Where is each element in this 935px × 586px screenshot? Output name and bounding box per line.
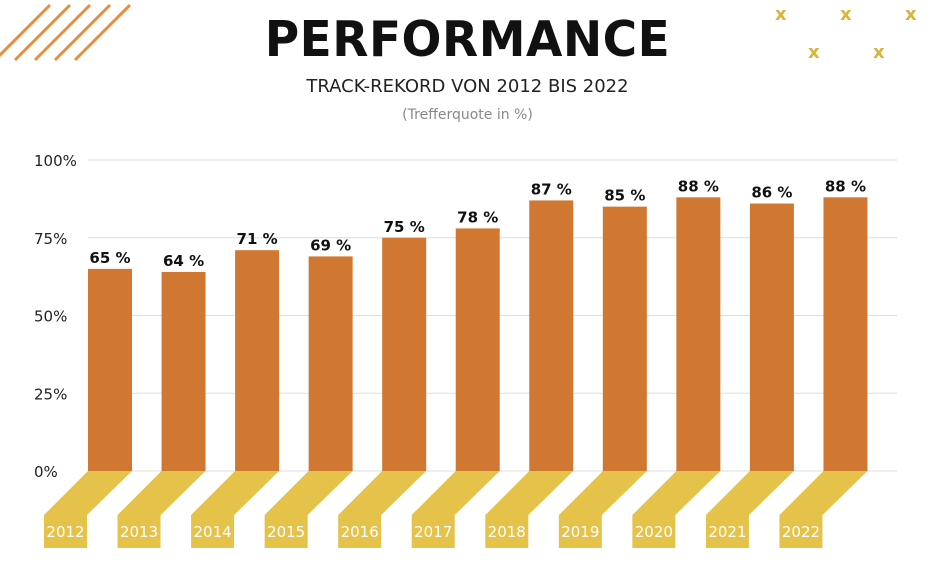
category-box bbox=[411, 515, 455, 548]
y-tick-label: 25% bbox=[34, 385, 67, 403]
x-tick-label: 2021 bbox=[708, 523, 746, 541]
chart-unit-note: (Trefferquote in %) bbox=[402, 107, 533, 123]
x-tick-label: 2022 bbox=[782, 523, 820, 541]
category-band bbox=[338, 471, 427, 515]
category-box bbox=[779, 515, 823, 548]
x-tick-label: 2020 bbox=[635, 523, 673, 541]
bar bbox=[235, 250, 280, 471]
bar bbox=[676, 197, 721, 471]
category-band bbox=[705, 471, 794, 515]
category-box bbox=[191, 515, 235, 548]
x-tick-label: 2017 bbox=[414, 523, 452, 541]
stripe-line bbox=[13, 3, 72, 62]
data-label: 87 % bbox=[531, 180, 572, 198]
chart-title: PERFORMANCE bbox=[264, 10, 671, 69]
category-box bbox=[117, 515, 161, 548]
x-tick-label: 2012 bbox=[46, 523, 84, 541]
data-label: 88 % bbox=[825, 177, 866, 195]
stripe-line bbox=[73, 3, 132, 62]
data-label: 78 % bbox=[457, 208, 498, 226]
decorative-x-icon: x bbox=[808, 42, 820, 63]
bar bbox=[823, 197, 868, 471]
data-label: 75 % bbox=[384, 218, 425, 236]
y-tick-label: 100% bbox=[34, 152, 77, 170]
category-band bbox=[411, 471, 500, 515]
data-label: 69 % bbox=[310, 236, 351, 254]
category-box bbox=[44, 515, 87, 548]
bar bbox=[529, 200, 574, 471]
stripe-line bbox=[33, 3, 92, 62]
decorative-stripes bbox=[0, 3, 132, 62]
category-band bbox=[632, 471, 721, 515]
data-label: 71 % bbox=[237, 230, 278, 248]
decorative-x-icon: x bbox=[873, 42, 885, 63]
bar bbox=[382, 237, 427, 471]
decorative-x-icon: x bbox=[905, 4, 917, 25]
category-box bbox=[338, 515, 382, 548]
y-tick-label: 50% bbox=[34, 308, 67, 326]
decorative-x-icon: x bbox=[840, 4, 852, 25]
category-band bbox=[779, 471, 868, 515]
data-label: 85 % bbox=[604, 187, 645, 205]
category-band bbox=[44, 471, 132, 515]
category-box bbox=[264, 515, 308, 548]
data-label: 86 % bbox=[751, 184, 792, 202]
data-label: 88 % bbox=[678, 177, 719, 195]
category-box bbox=[705, 515, 749, 548]
x-tick-label: 2018 bbox=[488, 523, 526, 541]
stripe-line bbox=[0, 3, 52, 58]
x-tick-label: 2016 bbox=[341, 523, 379, 541]
x-tick-label: 2019 bbox=[561, 523, 599, 541]
bar bbox=[161, 271, 206, 471]
category-band bbox=[117, 471, 206, 515]
x-tick-label: 2014 bbox=[193, 523, 231, 541]
chart-subtitle: TRACK-REKORD VON 2012 BIS 2022 bbox=[306, 76, 629, 97]
category-band bbox=[558, 471, 647, 515]
stripe-line bbox=[53, 3, 112, 62]
category-band bbox=[264, 471, 353, 515]
category-band bbox=[485, 471, 574, 515]
bar bbox=[308, 256, 353, 471]
category-box bbox=[558, 515, 602, 548]
bar bbox=[602, 206, 647, 471]
category-box bbox=[632, 515, 676, 548]
data-label: 65 % bbox=[89, 249, 130, 267]
category-box bbox=[485, 515, 529, 548]
y-tick-label: 75% bbox=[34, 230, 67, 248]
y-tick-label: 0% bbox=[34, 463, 58, 481]
bar bbox=[749, 203, 794, 472]
x-tick-label: 2013 bbox=[120, 523, 158, 541]
data-label: 64 % bbox=[163, 252, 204, 270]
bar bbox=[88, 268, 132, 471]
x-tick-label: 2015 bbox=[267, 523, 305, 541]
bar bbox=[455, 228, 500, 471]
decorative-x-icon: x bbox=[775, 4, 787, 25]
category-band bbox=[191, 471, 280, 515]
